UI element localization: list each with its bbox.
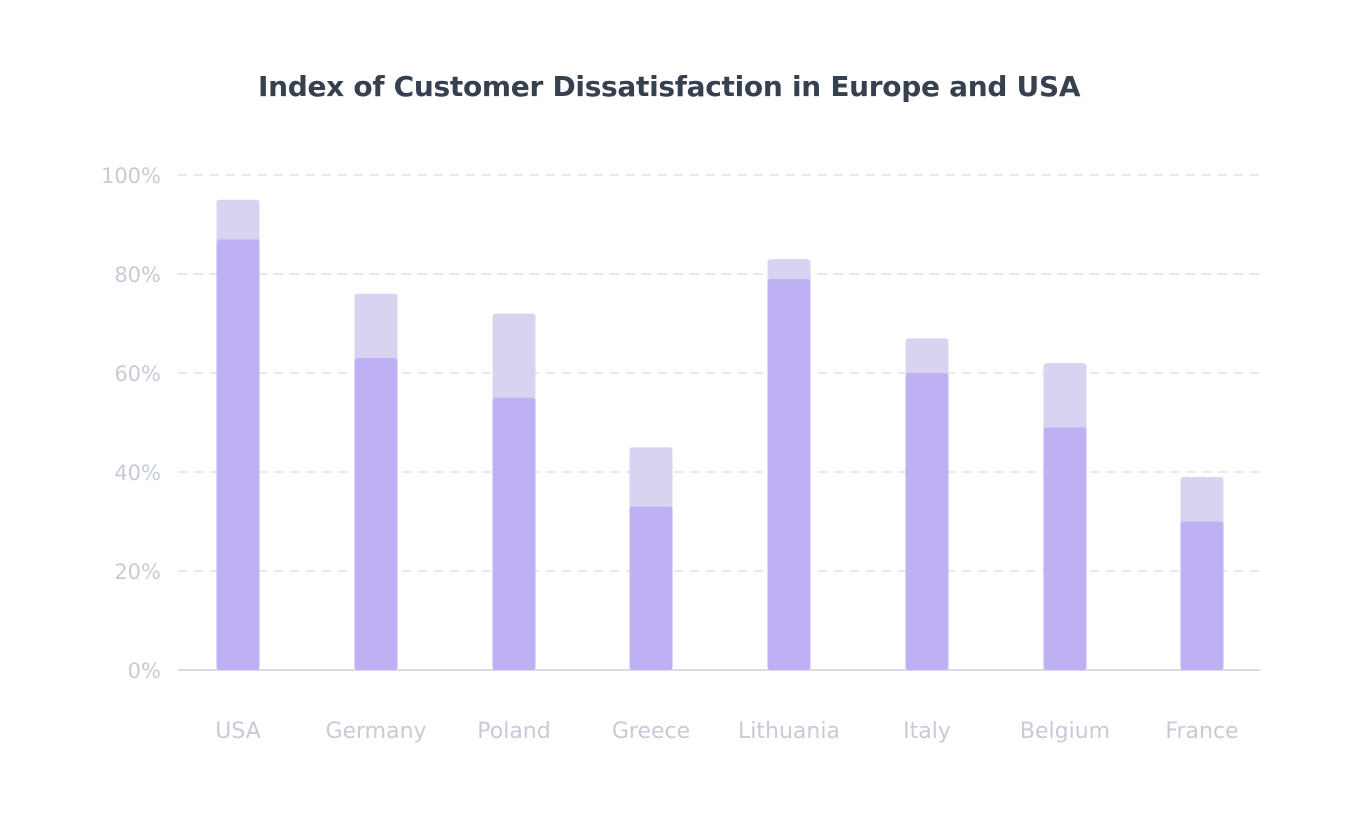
y-tick-label: 60% <box>114 362 161 386</box>
x-category-label: France <box>1165 719 1238 744</box>
x-category-label: Belgium <box>1020 719 1110 744</box>
x-category-label: Lithuania <box>738 719 840 744</box>
bar-value-usa <box>216 239 260 670</box>
bar-value-greece <box>629 506 673 670</box>
bar-value-lithuania <box>767 278 811 670</box>
bar-value-belgium <box>1043 427 1087 670</box>
y-tick-label: 40% <box>114 461 161 485</box>
y-axis-ticks: 0% 20% 40% 60% 80% 100% <box>101 164 161 683</box>
bar-value-germany <box>354 358 398 670</box>
chart-title: Index of Customer Dissatisfaction in Eur… <box>258 70 1081 103</box>
bar-value-italy <box>905 373 949 670</box>
x-category-label: Italy <box>903 719 951 744</box>
y-tick-label: 0% <box>128 659 161 683</box>
x-category-label: Germany <box>325 719 426 744</box>
y-tick-label: 20% <box>114 560 161 584</box>
bars <box>216 199 1224 670</box>
grid-lines <box>178 174 1260 671</box>
x-axis-labels: USA Germany Poland Greece Lithuania Italy Belg… <box>215 719 1238 744</box>
x-category-label: USA <box>215 719 261 744</box>
bar-value-poland <box>492 397 536 670</box>
x-category-label: Greece <box>612 719 690 744</box>
bar-value-france <box>1180 521 1224 670</box>
y-tick-label: 80% <box>114 263 161 287</box>
y-tick-label: 100% <box>101 164 161 188</box>
x-category-label: Poland <box>477 719 550 744</box>
